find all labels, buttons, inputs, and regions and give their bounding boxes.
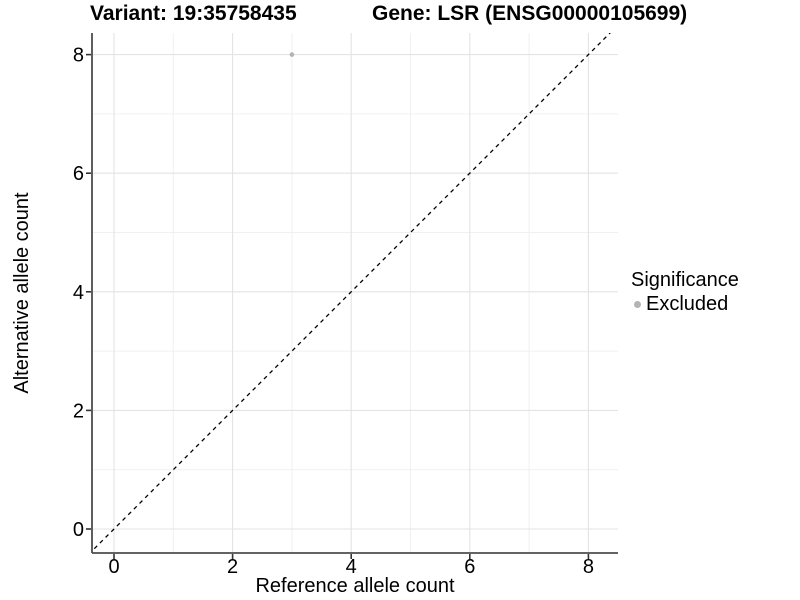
y-tick-label: 6 bbox=[73, 163, 84, 185]
y-tick-label: 0 bbox=[73, 519, 84, 541]
data-point bbox=[289, 52, 295, 57]
x-tick-label: 0 bbox=[108, 556, 119, 578]
x-tick-label: 4 bbox=[346, 556, 357, 578]
identity-reference-line bbox=[92, 33, 611, 552]
x-tick-label: 6 bbox=[464, 556, 475, 578]
legend-item-label: Excluded bbox=[646, 293, 729, 315]
y-tick-label: 4 bbox=[73, 282, 84, 304]
legend: Significance Excluded bbox=[631, 269, 739, 315]
plot-title-variant: Variant: 19:35758435 bbox=[90, 2, 297, 25]
y-tick-label: 2 bbox=[73, 400, 84, 422]
x-axis-title: Reference allele count bbox=[255, 575, 455, 597]
legend-item-excluded: Excluded bbox=[631, 293, 739, 315]
panel-background bbox=[92, 33, 618, 553]
plot-title-gene: Gene: LSR (ENSG00000105699) bbox=[372, 2, 688, 25]
y-axis-title: Alternative allele count bbox=[11, 192, 33, 394]
x-tick-label: 2 bbox=[227, 556, 238, 578]
legend-key-dot-icon bbox=[634, 300, 641, 308]
y-tick-label: 8 bbox=[73, 45, 84, 67]
legend-title: Significance bbox=[631, 269, 739, 291]
x-tick-label: 8 bbox=[583, 556, 594, 578]
